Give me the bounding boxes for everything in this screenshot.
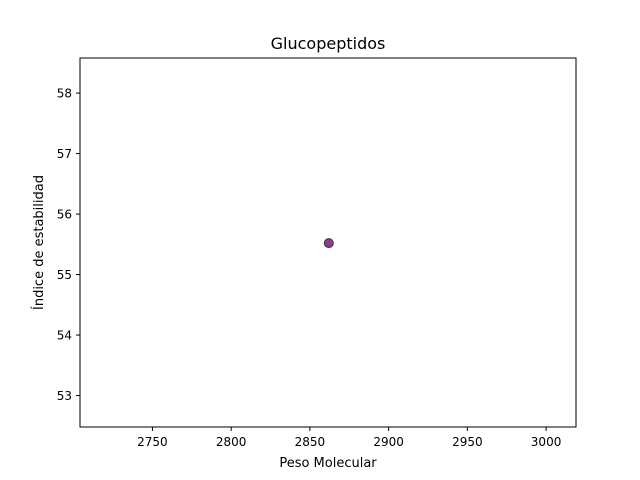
y-tick-label: 58 xyxy=(57,87,72,101)
data-point xyxy=(323,238,334,249)
y-tick-label: 55 xyxy=(57,268,72,282)
y-tick-label: 54 xyxy=(57,329,72,343)
plot-area xyxy=(323,238,334,249)
plot-frame xyxy=(79,57,577,428)
x-tick-label: 2900 xyxy=(373,435,404,449)
y-axis: 53 54 55 56 57 58 xyxy=(57,87,80,403)
x-tick-label: 2950 xyxy=(452,435,483,449)
y-tick-label: 53 xyxy=(57,389,72,403)
x-tick-label: 2750 xyxy=(137,435,168,449)
x-axis-label: Peso Molecular xyxy=(279,456,377,471)
y-tick-label: 56 xyxy=(57,208,72,222)
x-tick-label: 2850 xyxy=(295,435,326,449)
x-axis: 2750 2800 2850 2900 2950 3000 xyxy=(137,427,561,449)
y-axis-label: Índice de estabilidad xyxy=(31,175,47,310)
y-tick-label: 57 xyxy=(57,147,72,161)
x-tick-label: 3000 xyxy=(531,435,562,449)
x-tick-label: 2800 xyxy=(216,435,247,449)
chart-title: Glucopeptidos xyxy=(271,34,386,53)
